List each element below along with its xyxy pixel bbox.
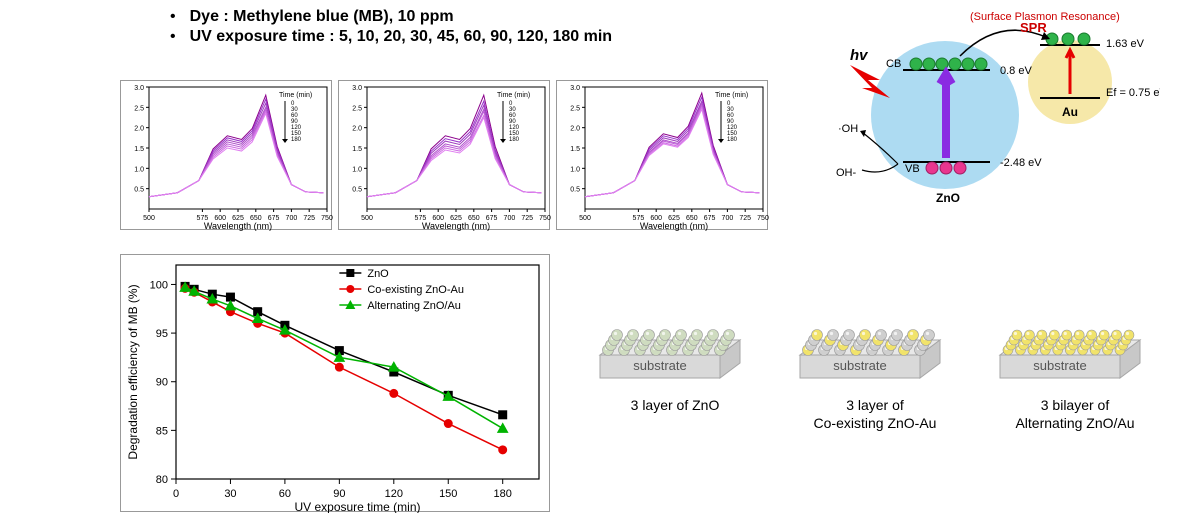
svg-text:2.0: 2.0 — [570, 126, 580, 133]
substrate-zno: substrate 3 layer of ZnO — [590, 300, 760, 432]
svg-text:1.5: 1.5 — [352, 146, 362, 153]
svg-text:725: 725 — [303, 215, 315, 222]
svg-text:SPR: SPR — [1020, 20, 1047, 35]
substrate-label-1: 3 layer of ZnO — [590, 396, 760, 414]
svg-text:750: 750 — [539, 215, 551, 222]
svg-text:Alternating ZnO/Au: Alternating ZnO/Au — [367, 300, 461, 312]
svg-text:150: 150 — [439, 488, 457, 500]
bullet-icon: • — [170, 8, 176, 26]
svg-text:750: 750 — [321, 215, 333, 222]
svg-text:1.0: 1.0 — [570, 166, 580, 173]
svg-text:500: 500 — [143, 215, 155, 222]
svg-text:95: 95 — [156, 328, 168, 340]
svg-text:30: 30 — [224, 488, 236, 500]
svg-text:substrate: substrate — [833, 358, 886, 373]
spectra-row: 0.51.01.52.02.53.05005756006256506757007… — [120, 80, 768, 230]
svg-text:120: 120 — [385, 488, 403, 500]
svg-text:Time (min): Time (min) — [279, 92, 312, 99]
svg-text:UV exposure time (min): UV exposure time (min) — [294, 500, 420, 513]
svg-text:substrate: substrate — [1033, 358, 1086, 373]
svg-text:700: 700 — [722, 215, 734, 222]
svg-text:2.5: 2.5 — [134, 105, 144, 112]
spectrum-chart-2: 0.51.01.52.02.53.05005756006256506757007… — [338, 80, 550, 230]
svg-text:725: 725 — [739, 215, 751, 222]
svg-text:1.5: 1.5 — [570, 146, 580, 153]
svg-text:3.0: 3.0 — [570, 85, 580, 92]
svg-text:Co-existing ZnO-Au: Co-existing ZnO-Au — [367, 284, 464, 296]
svg-text:0.5: 0.5 — [570, 187, 580, 194]
substrate-alternating: substrate 3 bilayer ofAlternating ZnO/Au — [990, 300, 1160, 432]
svg-text:500: 500 — [579, 215, 591, 222]
svg-text:1.63 eV: 1.63 eV — [1106, 38, 1145, 50]
svg-text:0.5: 0.5 — [352, 187, 362, 194]
svg-text:2.5: 2.5 — [570, 105, 580, 112]
svg-text:CB: CB — [886, 58, 901, 70]
spectrum-chart-3: 0.51.01.52.02.53.05005756006256506757007… — [556, 80, 768, 230]
svg-text:90: 90 — [333, 488, 345, 500]
svg-text:1.5: 1.5 — [134, 146, 144, 153]
svg-text:2.0: 2.0 — [352, 126, 362, 133]
uv-time-label: UV exposure time : 5, 10, 20, 30, 45, 60… — [190, 28, 612, 46]
svg-text:60: 60 — [279, 488, 291, 500]
degradation-chart: 0 30 60 90 120 150 180 80 85 90 95 100 UV exposure t… — [120, 254, 550, 512]
svg-text:ZnO: ZnO — [936, 191, 960, 205]
svg-text:hv: hv — [850, 47, 869, 64]
svg-text:85: 85 — [156, 425, 168, 437]
svg-text:0.5: 0.5 — [134, 187, 144, 194]
spr-diagram: (Surface Plasmon Resonance)SPRhvCBVB0.8 … — [790, 10, 1160, 210]
svg-text:Ef = 0.75 eV: Ef = 0.75 eV — [1106, 87, 1160, 99]
svg-text:·OH: ·OH — [838, 123, 858, 135]
svg-text:1.0: 1.0 — [352, 166, 362, 173]
svg-text:180: 180 — [727, 137, 738, 143]
svg-text:OH-: OH- — [836, 167, 857, 179]
svg-text:Degradation efficiency of MB (: Degradation efficiency of MB (%) — [126, 284, 140, 459]
svg-text:500: 500 — [361, 215, 373, 222]
svg-text:90: 90 — [156, 377, 168, 389]
svg-text:ZnO: ZnO — [367, 268, 389, 280]
header-line-2: • UV exposure time : 5, 10, 20, 30, 45, … — [170, 28, 612, 46]
substrate-row: substrate 3 layer of ZnO substrate 3 lay… — [590, 300, 1160, 432]
substrate-coexisting: substrate 3 layer ofCo-existing ZnO-Au — [790, 300, 960, 432]
bullet-icon: • — [170, 28, 176, 46]
svg-text:100: 100 — [150, 279, 168, 291]
svg-text:Time (min): Time (min) — [497, 92, 530, 99]
svg-text:3.0: 3.0 — [352, 85, 362, 92]
svg-text:750: 750 — [757, 215, 769, 222]
svg-text:2.0: 2.0 — [134, 126, 144, 133]
svg-text:1.0: 1.0 — [134, 166, 144, 173]
spectrum-chart-1: 0.51.01.52.02.53.05005756006256506757007… — [120, 80, 332, 230]
header-line-1: • Dye : Methylene blue (MB), 10 ppm — [170, 8, 612, 26]
svg-text:180: 180 — [509, 137, 520, 143]
svg-text:700: 700 — [286, 215, 298, 222]
svg-text:-2.48 eV: -2.48 eV — [1000, 157, 1042, 169]
svg-text:0: 0 — [173, 488, 179, 500]
svg-text:700: 700 — [504, 215, 516, 222]
substrate-label-2: 3 layer ofCo-existing ZnO-Au — [790, 396, 960, 432]
svg-text:180: 180 — [291, 137, 302, 143]
svg-text:0.8 eV: 0.8 eV — [1000, 65, 1032, 77]
svg-text:725: 725 — [521, 215, 533, 222]
svg-text:VB: VB — [905, 163, 920, 175]
svg-text:Wavelength (nm): Wavelength (nm) — [640, 221, 708, 231]
svg-text:Time (min): Time (min) — [715, 92, 748, 99]
header: • Dye : Methylene blue (MB), 10 ppm • UV… — [170, 8, 612, 48]
dye-label: Dye : Methylene blue (MB), 10 ppm — [190, 8, 454, 26]
svg-text:Wavelength (nm): Wavelength (nm) — [422, 221, 490, 231]
substrate-label-3: 3 bilayer ofAlternating ZnO/Au — [990, 396, 1160, 432]
svg-text:180: 180 — [494, 488, 512, 500]
svg-text:3.0: 3.0 — [134, 85, 144, 92]
svg-text:2.5: 2.5 — [352, 105, 362, 112]
svg-text:Au: Au — [1062, 105, 1078, 119]
svg-text:Wavelength (nm): Wavelength (nm) — [204, 221, 272, 231]
svg-text:substrate: substrate — [633, 358, 686, 373]
svg-text:80: 80 — [156, 474, 168, 486]
